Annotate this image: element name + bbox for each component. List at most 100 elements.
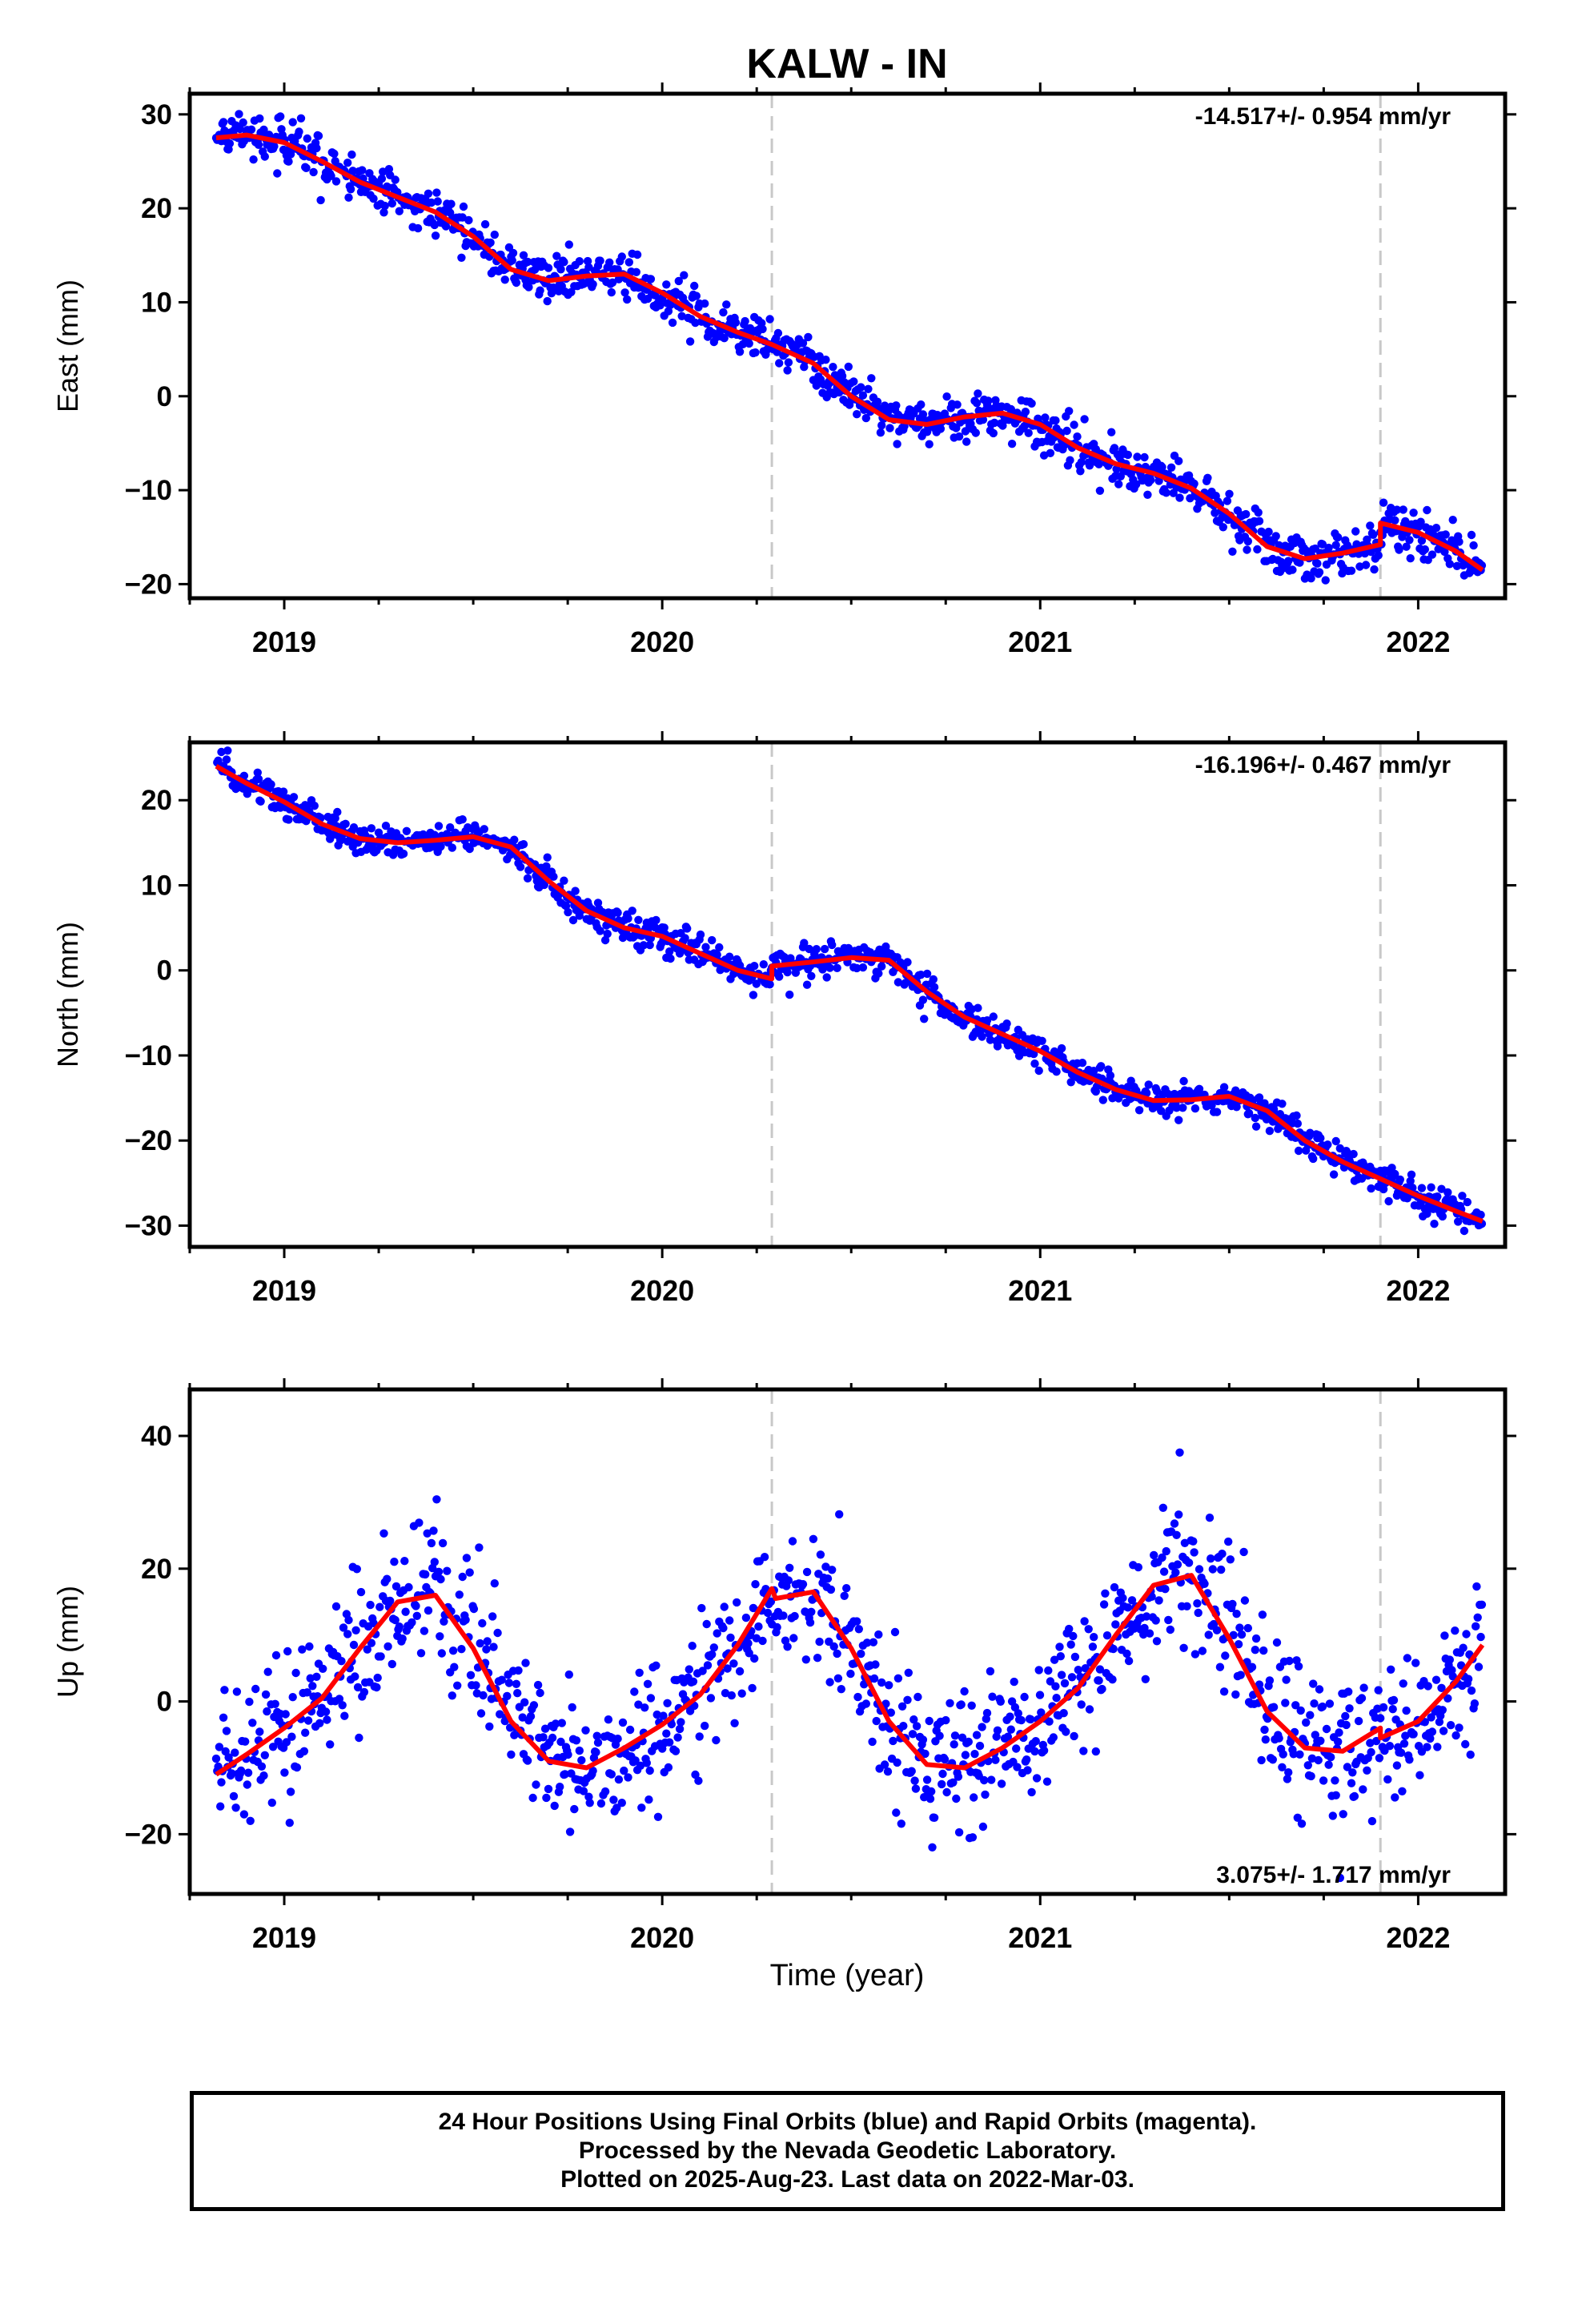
data-point xyxy=(349,823,359,832)
data-point xyxy=(972,399,982,408)
data-point xyxy=(387,1659,396,1669)
y-tick-label: −20 xyxy=(125,1819,172,1850)
data-point xyxy=(347,150,356,159)
data-point xyxy=(1144,1080,1153,1089)
data-point xyxy=(1293,1119,1303,1128)
data-point xyxy=(745,1649,753,1658)
data-point xyxy=(472,1681,480,1690)
data-point xyxy=(1039,451,1049,460)
data-point xyxy=(373,1673,382,1683)
data-point xyxy=(475,1543,484,1552)
data-point xyxy=(1057,1671,1066,1679)
data-point xyxy=(1065,407,1074,416)
data-point xyxy=(556,1783,564,1791)
data-point xyxy=(993,1726,1002,1735)
data-point xyxy=(1051,1682,1060,1691)
data-point xyxy=(568,915,578,925)
data-point xyxy=(640,1703,649,1712)
data-point xyxy=(497,1675,506,1684)
data-point xyxy=(429,1526,438,1535)
y-tick-label: 30 xyxy=(141,99,172,131)
data-point xyxy=(1208,1565,1218,1574)
data-point xyxy=(967,1701,976,1710)
data-point xyxy=(660,923,669,932)
data-point xyxy=(929,975,938,984)
data-point xyxy=(1443,1188,1452,1197)
data-point xyxy=(765,315,774,324)
data-point xyxy=(519,251,528,259)
data-point xyxy=(880,1760,889,1769)
data-point xyxy=(542,862,551,871)
data-point xyxy=(1455,1723,1464,1732)
data-point xyxy=(1014,1709,1023,1718)
data-point xyxy=(893,1674,903,1683)
data-point xyxy=(698,1667,707,1675)
data-point xyxy=(281,1710,290,1719)
data-point xyxy=(986,1667,995,1676)
data-point xyxy=(741,1613,751,1622)
data-point xyxy=(292,1763,302,1772)
data-point xyxy=(1315,568,1324,577)
data-point xyxy=(815,1637,824,1647)
data-point xyxy=(556,1737,565,1747)
data-point xyxy=(628,907,636,915)
data-point xyxy=(1316,1736,1325,1745)
data-point xyxy=(1090,1633,1098,1642)
data-point xyxy=(465,844,474,854)
data-points xyxy=(213,746,1487,1236)
data-point xyxy=(1255,1093,1264,1102)
data-point xyxy=(1070,1652,1080,1662)
data-point xyxy=(1070,420,1078,429)
data-point xyxy=(568,1703,576,1712)
data-point xyxy=(773,1622,781,1632)
data-point xyxy=(751,1580,760,1589)
data-point xyxy=(1423,1743,1431,1751)
data-point xyxy=(1236,1671,1245,1679)
data-point xyxy=(421,1570,430,1579)
data-point xyxy=(1426,1734,1435,1743)
data-point xyxy=(656,301,665,310)
data-point xyxy=(708,1650,717,1659)
data-point xyxy=(341,819,350,828)
data-point xyxy=(1232,1103,1241,1112)
data-point xyxy=(1232,1610,1241,1618)
data-point xyxy=(1264,527,1273,537)
data-point xyxy=(1017,1715,1026,1725)
x-tick-label: 2020 xyxy=(630,1274,694,1307)
y-axis-label: North (mm) xyxy=(51,922,84,1068)
data-point xyxy=(330,149,339,159)
rate-annotation: -16.196+/- 0.467 mm/yr xyxy=(1195,752,1452,778)
data-point xyxy=(214,756,223,765)
data-point xyxy=(853,1617,861,1626)
data-point xyxy=(331,1602,341,1611)
data-point xyxy=(1411,1659,1420,1667)
y-tick-label: 10 xyxy=(141,287,172,318)
data-point xyxy=(922,1775,932,1784)
data-point xyxy=(263,1707,271,1716)
x-tick-label: 2019 xyxy=(252,1921,316,1954)
data-points xyxy=(211,1448,1487,1883)
data-point xyxy=(1441,530,1450,539)
data-point xyxy=(607,287,616,297)
data-point xyxy=(723,1664,732,1673)
data-point xyxy=(874,1630,883,1639)
data-point xyxy=(433,197,442,206)
data-point xyxy=(1204,1630,1213,1639)
data-point xyxy=(335,1695,344,1703)
data-point xyxy=(377,174,387,183)
data-point xyxy=(1284,557,1293,565)
data-point xyxy=(1219,1687,1229,1696)
data-point xyxy=(391,1615,400,1625)
data-point xyxy=(443,1566,452,1575)
data-point xyxy=(612,1803,621,1812)
data-point xyxy=(1172,1530,1181,1540)
data-point xyxy=(816,1550,825,1559)
data-point xyxy=(1309,1679,1318,1688)
data-point xyxy=(1251,1113,1260,1123)
data-point xyxy=(1439,1727,1448,1735)
data-point xyxy=(1171,1568,1180,1577)
data-point xyxy=(802,980,812,989)
data-point xyxy=(584,263,593,271)
data-point xyxy=(618,1718,628,1727)
data-point xyxy=(813,1654,822,1663)
